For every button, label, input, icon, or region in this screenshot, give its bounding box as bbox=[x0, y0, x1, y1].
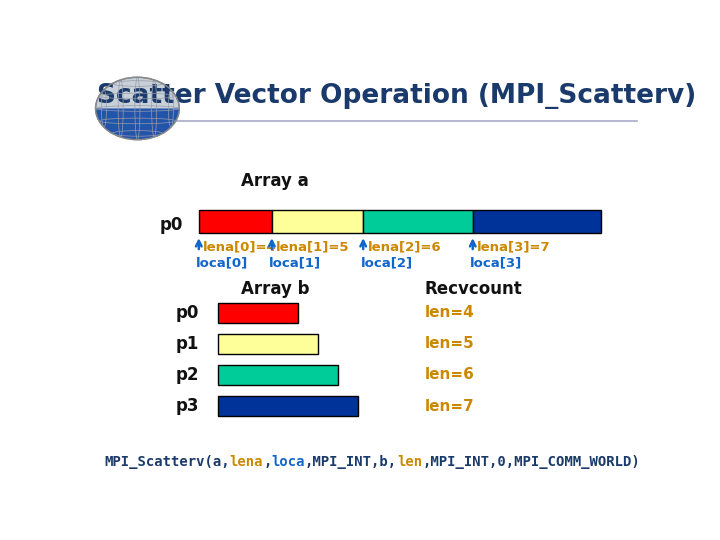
Text: loca[3]: loca[3] bbox=[470, 256, 522, 269]
Text: ,: , bbox=[263, 455, 271, 469]
Text: lena[1]=5: lena[1]=5 bbox=[276, 240, 350, 253]
Text: len=7: len=7 bbox=[425, 399, 474, 414]
Text: p0: p0 bbox=[159, 216, 183, 234]
Text: loca[2]: loca[2] bbox=[361, 256, 413, 269]
Bar bbox=[218, 365, 338, 385]
Text: lena: lena bbox=[230, 455, 263, 469]
Text: len=4: len=4 bbox=[425, 305, 474, 320]
Text: p2: p2 bbox=[176, 366, 199, 384]
Text: Array a: Array a bbox=[240, 172, 308, 190]
Text: loca[0]: loca[0] bbox=[196, 256, 248, 269]
Bar bbox=[199, 210, 272, 233]
Text: Scatter Vector Operation (MPI_Scatterv): Scatter Vector Operation (MPI_Scatterv) bbox=[97, 83, 696, 109]
Bar bbox=[272, 210, 363, 233]
Text: len: len bbox=[397, 455, 422, 469]
Text: Array b: Array b bbox=[240, 280, 309, 298]
Text: len=5: len=5 bbox=[425, 336, 474, 352]
Text: lena[0]=4: lena[0]=4 bbox=[203, 240, 277, 253]
Bar bbox=[218, 302, 298, 322]
Text: p1: p1 bbox=[176, 335, 199, 353]
Text: Recvcount: Recvcount bbox=[425, 280, 523, 298]
Text: lena[2]=6: lena[2]=6 bbox=[368, 240, 441, 253]
Wedge shape bbox=[96, 109, 179, 140]
Bar bbox=[218, 396, 358, 416]
Text: ,MPI_INT,0,MPI_COMM_WORLD): ,MPI_INT,0,MPI_COMM_WORLD) bbox=[422, 455, 640, 469]
Bar bbox=[473, 210, 600, 233]
Text: MPI_Scatterv(a,: MPI_Scatterv(a, bbox=[104, 455, 230, 469]
Bar bbox=[218, 334, 318, 354]
Text: loca: loca bbox=[271, 455, 305, 469]
Bar bbox=[363, 210, 473, 233]
Text: p3: p3 bbox=[176, 397, 199, 415]
Text: lena[3]=7: lena[3]=7 bbox=[477, 240, 551, 253]
Circle shape bbox=[96, 77, 179, 140]
Text: len=6: len=6 bbox=[425, 368, 474, 382]
Text: p0: p0 bbox=[176, 303, 199, 322]
Text: ,MPI_INT,b,: ,MPI_INT,b, bbox=[305, 455, 397, 469]
Text: loca[1]: loca[1] bbox=[269, 256, 321, 269]
